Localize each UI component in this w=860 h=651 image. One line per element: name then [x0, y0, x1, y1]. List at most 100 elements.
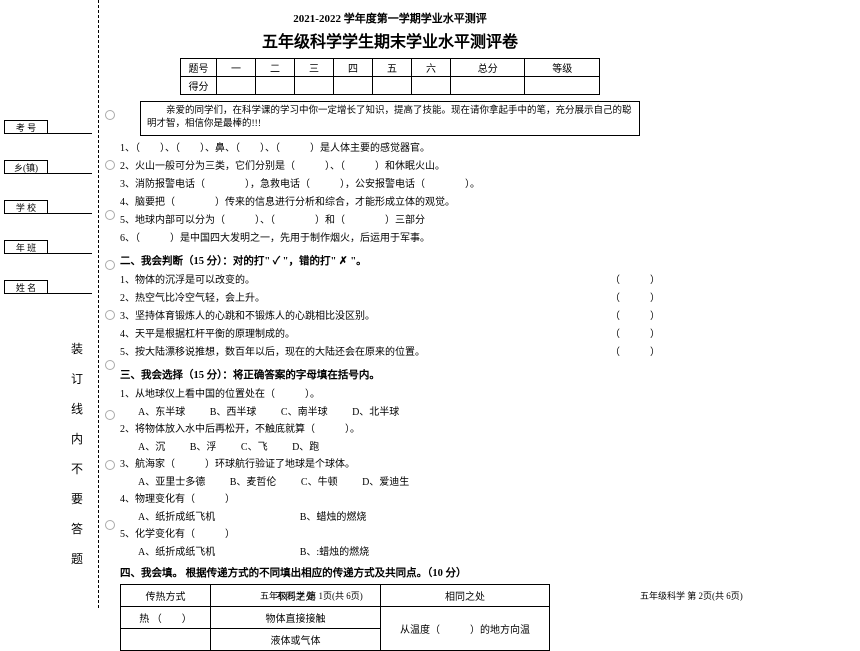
cell: 从温度（ ）的地方向温 — [381, 606, 550, 650]
score-row-label: 题号 — [181, 59, 217, 77]
punch-hole-icon — [105, 210, 115, 220]
punch-hole-icon — [105, 110, 115, 120]
q1-1: 1、（ ）、（ ）、鼻、（ ）、（ ）是人体主要的感觉器官。 — [120, 140, 660, 157]
q3-1-opts: A、东半球 B、西半球 C、南半球 D、北半球 — [120, 404, 660, 421]
opt: A、纸折成纸飞机 — [138, 512, 215, 523]
score-cell — [525, 77, 600, 95]
q3-5-opts: A、纸折成纸飞机 B、:蜡烛的燃烧 — [120, 544, 660, 561]
q-blank: （ ） — [610, 326, 660, 343]
q3-3: 3、航海家（ ）环球航行验证了地球是个球体。 — [120, 456, 660, 473]
vchar: 答 — [70, 520, 84, 537]
q1-5: 5、地球内部可以分为（ ）、（ ）和（ ）三部分 — [120, 212, 660, 229]
section4-title: 四、我会填。 根据传递方式的不同填出相应的传递方式及共同点。（10 分） — [120, 565, 660, 580]
vchar: 不 — [70, 460, 84, 477]
score-col: 总分 — [451, 59, 525, 77]
score-cell — [451, 77, 525, 95]
cell — [121, 628, 211, 650]
q-blank: （ ） — [610, 344, 660, 361]
field-nianban: 年 班 — [4, 240, 48, 254]
q-text: 1、物体的沉浮是可以改变的。 — [120, 272, 255, 289]
q-blank: （ ） — [610, 272, 660, 289]
section2: 1、物体的沉浮是可以改变的。 （ ） 2、热空气比冷空气轻，会上升。 （ ） 3、坚… — [120, 272, 660, 361]
cell: 热 （ ） — [121, 606, 211, 628]
punch-hole-icon — [105, 160, 115, 170]
punch-hole-icon — [105, 360, 115, 370]
opt: D、北半球 — [352, 407, 399, 418]
punch-hole-icon — [105, 460, 115, 470]
opt: D、跑 — [292, 442, 319, 453]
score-cell — [217, 77, 256, 95]
title-line2: 五年级科学学生期末学业水平测评卷 — [120, 28, 660, 52]
page-content: 2021-2022 学年度第一学期学业水平测评 五年级科学学生期末学业水平测评卷… — [120, 10, 660, 651]
cell: 物体直接接触 — [211, 606, 381, 628]
score-col: 二 — [256, 59, 295, 77]
field-xuexiao: 学 校 — [4, 200, 48, 214]
section2-title: 二、我会判断（15 分）：对的打" ✓ "，错的打" ✗ "。 — [120, 253, 660, 268]
q2-1: 1、物体的沉浮是可以改变的。 （ ） — [120, 272, 660, 289]
title-line1: 2021-2022 学年度第一学期学业水平测评 — [120, 10, 660, 26]
q-blank: （ ） — [610, 290, 660, 307]
field-line — [48, 133, 92, 134]
q-text: 4、天平是根据杠杆平衡的原理制成的。 — [120, 326, 295, 343]
field-xingming: 姓 名 — [4, 280, 48, 294]
vchar: 订 — [70, 370, 84, 387]
q3-2: 2、将物体放入水中后再松开，不触底就算（ ）。 — [120, 421, 660, 438]
score-cell — [256, 77, 295, 95]
opt: C、牛顿 — [301, 477, 338, 488]
punch-hole-icon — [105, 520, 115, 530]
score-cell — [373, 77, 412, 95]
q3-2-opts: A、沉 B、浮 C、飞 D、跑 — [120, 439, 660, 456]
score-col: 四 — [334, 59, 373, 77]
q1-3: 3、消防报警电话（ ），急救电话（ ），公安报警电话（ ）。 — [120, 176, 660, 193]
th: 传热方式 — [121, 584, 211, 606]
opt: C、飞 — [241, 442, 268, 453]
opt: A、东半球 — [138, 407, 185, 418]
field-kaohao: 考 号 — [4, 120, 48, 134]
dash-line — [98, 0, 99, 608]
score-col: 等级 — [525, 59, 600, 77]
footer-page2: 五年级科学 第 2页(共 6页) — [640, 589, 743, 602]
q-text: 3、坚持体育锻炼人的心跳和不锻炼人的心跳相比没区别。 — [120, 308, 375, 325]
field-xiang: 乡(镇) — [4, 160, 48, 174]
field-line — [48, 173, 92, 174]
vchar: 内 — [70, 430, 84, 447]
opt: C、南半球 — [281, 407, 328, 418]
footer-page1: 五年级科学 第 1页(共 6页) — [260, 589, 363, 602]
field-line — [48, 213, 92, 214]
vchar: 线 — [70, 400, 84, 417]
q-text: 2、热空气比冷空气轻，会上升。 — [120, 290, 265, 307]
punch-hole-icon — [105, 310, 115, 320]
score-col: 三 — [295, 59, 334, 77]
q3-1: 1、从地球仪上看中国的位置处在（ ）。 — [120, 386, 660, 403]
opt: A、沉 — [138, 442, 165, 453]
vchar: 要 — [70, 490, 84, 507]
score-row-label: 得分 — [181, 77, 217, 95]
q3-4: 4、物理变化有（ ） — [120, 491, 660, 508]
punch-hole-icon — [105, 410, 115, 420]
th: 相同之处 — [381, 584, 550, 606]
opt: B、蜡烛的燃烧 — [300, 512, 367, 523]
section1: 1、（ ）、（ ）、鼻、（ ）、（ ）是人体主要的感觉器官。 2、火山一般可分为… — [120, 140, 660, 247]
score-cell — [412, 77, 451, 95]
q1-6: 6、（ ）是中国四大发明之一，先用于制作烟火，后运用于军事。 — [120, 230, 660, 247]
opt: B、麦哲伦 — [230, 477, 277, 488]
q-blank: （ ） — [610, 308, 660, 325]
q2-3: 3、坚持体育锻炼人的心跳和不锻炼人的心跳相比没区别。 （ ） — [120, 308, 660, 325]
score-col: 五 — [373, 59, 412, 77]
opt: B、浮 — [190, 442, 217, 453]
opt: A、纸折成纸飞机 — [138, 547, 215, 558]
q3-3-opts: A、亚里士多德 B、麦哲伦 C、牛顿 D、爱迪生 — [120, 474, 660, 491]
binding-margin: 考 号 乡(镇) 学 校 年 班 姓 名 装 订 线 内 不 要 答 题 — [0, 0, 120, 608]
q2-2: 2、热空气比冷空气轻，会上升。 （ ） — [120, 290, 660, 307]
q2-5: 5、按大陆漂移说推想，数百年以后，现在的大陆还会在原来的位置。 （ ） — [120, 344, 660, 361]
section3-title: 三、我会选择（15 分）：将正确答案的字母填在括号内。 — [120, 367, 660, 382]
vchar: 装 — [70, 340, 84, 357]
q-text: 5、按大陆漂移说推想，数百年以后，现在的大陆还会在原来的位置。 — [120, 344, 425, 361]
q2-4: 4、天平是根据杠杆平衡的原理制成的。 （ ） — [120, 326, 660, 343]
opt: A、亚里士多德 — [138, 477, 205, 488]
q1-2: 2、火山一般可分为三类，它们分别是（ ）、（ ）和休眠火山。 — [120, 158, 660, 175]
section3: 1、从地球仪上看中国的位置处在（ ）。 A、东半球 B、西半球 C、南半球 D、… — [120, 386, 660, 561]
opt: B、西半球 — [210, 407, 257, 418]
vchar: 题 — [70, 550, 84, 567]
cell: 液体或气体 — [211, 628, 381, 650]
